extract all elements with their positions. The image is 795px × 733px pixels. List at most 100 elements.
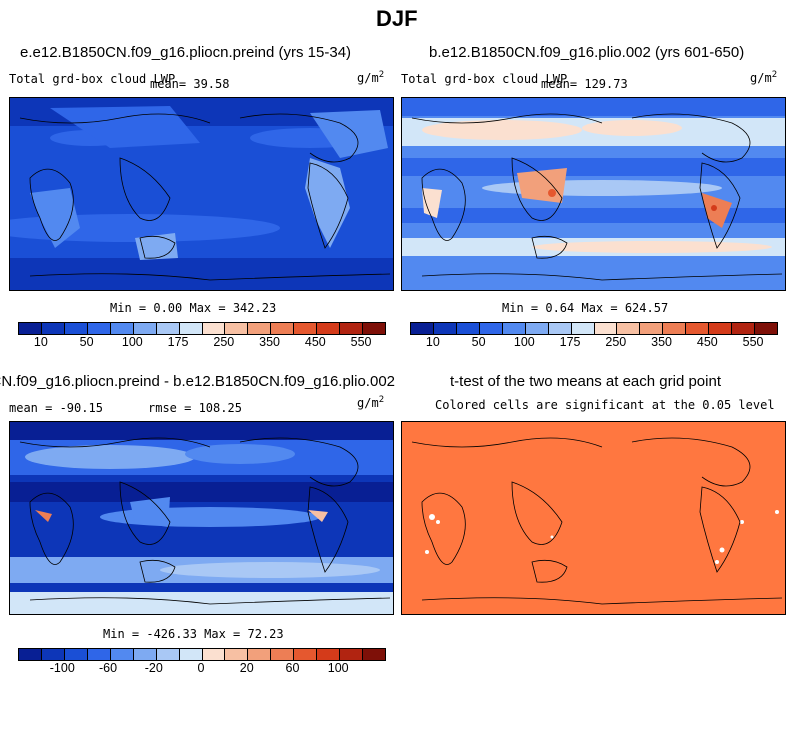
panel1-colorbar (18, 322, 386, 335)
colorbar-swatch (686, 323, 710, 334)
colorbar-tick-label: 100 (513, 335, 535, 349)
panel2-mean: mean= 129.73 (541, 77, 628, 91)
colorbar-swatch (548, 323, 572, 334)
panel3-rmse: rmse = 108.25 (148, 401, 242, 415)
colorbar-swatch (133, 649, 157, 660)
colorbar-tick-label: 100 (327, 661, 349, 675)
colorbar-swatch (64, 323, 88, 334)
colorbar-tick-label: -60 (99, 661, 118, 675)
colorbar-swatch (110, 323, 134, 334)
colorbar-swatch (571, 323, 595, 334)
panel3-map (9, 421, 394, 615)
panel2-header: b.e12.B1850CN.f09_g16.plio.002 (yrs 601-… (429, 44, 745, 61)
panel1-header: e.e12.B1850CN.f09_g16.pliocn.preind (yrs… (20, 44, 352, 61)
colorbar-swatch (755, 323, 777, 334)
panel2-variable: Total grd-box cloud LWP (401, 72, 568, 86)
colorbar-tick-label: 350 (259, 335, 280, 349)
colorbar-swatch (594, 323, 618, 334)
panel3-minmax: Min = -426.33 Max = 72.23 (103, 627, 284, 641)
colorbar-swatch (87, 323, 111, 334)
panel4-header: t-test of the two means at each grid poi… (450, 373, 721, 390)
colorbar-swatch (64, 649, 88, 660)
panel3-mean: mean = -90.15 (9, 401, 103, 415)
colorbar-tick-label: 0 (197, 661, 205, 675)
colorbar-tick-label: 350 (651, 335, 672, 349)
colorbar-swatch (248, 323, 272, 334)
colorbar-swatch (271, 649, 295, 660)
colorbar-tick-label: 50 (79, 335, 94, 349)
colorbar-swatch (433, 323, 457, 334)
panel4-subheader: Colored cells are significant at the 0.0… (435, 398, 775, 412)
colorbar-swatch (225, 323, 249, 334)
panel1-map-svg (10, 98, 393, 290)
colorbar-swatch (502, 323, 526, 334)
colorbar-swatch (317, 323, 341, 334)
panel3-units: g/m2 (357, 395, 385, 410)
colorbar-swatch (663, 323, 687, 334)
colorbar-swatch (156, 323, 180, 334)
colorbar-tick-label: 450 (696, 335, 718, 349)
colorbar-swatch (640, 323, 664, 334)
figure-title: DJF (376, 6, 418, 31)
colorbar-swatch (411, 323, 434, 334)
panel2-minmax: Min = 0.64 Max = 624.57 (502, 301, 669, 315)
colorbar-tick-label: 10 (33, 335, 48, 349)
colorbar-tick-label: 10 (425, 335, 440, 349)
panel3-header: e.e12.B1850CN.f09_g16.pliocn.preind - b.… (0, 373, 395, 390)
colorbar-swatch (110, 649, 134, 660)
panel1-map (9, 97, 394, 291)
colorbar-tick-label: 250 (605, 335, 627, 349)
panel1-minmax: Min = 0.00 Max = 342.23 (110, 301, 277, 315)
colorbar-swatch (617, 323, 641, 334)
colorbar-swatch (294, 649, 318, 660)
colorbar-swatch (19, 649, 42, 660)
colorbar-tick-label: -20 (144, 661, 163, 675)
colorbar-swatch (479, 323, 503, 334)
colorbar-swatch (271, 323, 295, 334)
panel3-map-svg (10, 422, 393, 614)
colorbar-swatch (456, 323, 480, 334)
colorbar-tick-label: 20 (239, 661, 254, 675)
panel4-map-svg (402, 422, 785, 614)
colorbar-swatch (248, 649, 272, 660)
colorbar-swatch (363, 649, 385, 660)
colorbar-swatch (340, 323, 364, 334)
colorbar-swatch (179, 649, 203, 660)
colorbar-swatch (133, 323, 157, 334)
panel1-units: g/m2 (357, 70, 385, 85)
panel3-colorbar (18, 648, 386, 661)
panel1-mean: mean= 39.58 (150, 77, 230, 91)
colorbar-swatch (363, 323, 385, 334)
colorbar-swatch (340, 649, 364, 660)
panel2-colorbar (410, 322, 778, 335)
colorbar-swatch (317, 649, 341, 660)
colorbar-tick-label: 50 (471, 335, 486, 349)
panel2-units: g/m2 (750, 70, 778, 85)
colorbar-swatch (225, 649, 249, 660)
panel2-map (401, 97, 786, 291)
colorbar-swatch (179, 323, 203, 334)
panel2-map-svg (402, 98, 785, 290)
colorbar-swatch (709, 323, 733, 334)
colorbar-tick-label: 550 (742, 335, 764, 349)
colorbar-swatch (41, 323, 65, 334)
colorbar-swatch (87, 649, 111, 660)
panel4-map (401, 421, 786, 615)
colorbar-tick-label: 175 (167, 335, 189, 349)
colorbar-swatch (41, 649, 65, 660)
colorbar-swatch (156, 649, 180, 660)
colorbar-tick-label: 175 (559, 335, 581, 349)
colorbar-tick-label: 550 (350, 335, 372, 349)
panel1-variable: Total grd-box cloud LWP (9, 72, 176, 86)
colorbar-swatch (294, 323, 318, 334)
colorbar-tick-label: -100 (49, 661, 75, 675)
colorbar-tick-label: 450 (304, 335, 326, 349)
colorbar-swatch (19, 323, 42, 334)
colorbar-tick-label: 250 (213, 335, 235, 349)
colorbar-swatch (202, 323, 226, 334)
colorbar-tick-label: 60 (285, 661, 300, 675)
colorbar-swatch (202, 649, 226, 660)
colorbar-swatch (525, 323, 549, 334)
colorbar-tick-label: 100 (121, 335, 143, 349)
colorbar-swatch (732, 323, 756, 334)
